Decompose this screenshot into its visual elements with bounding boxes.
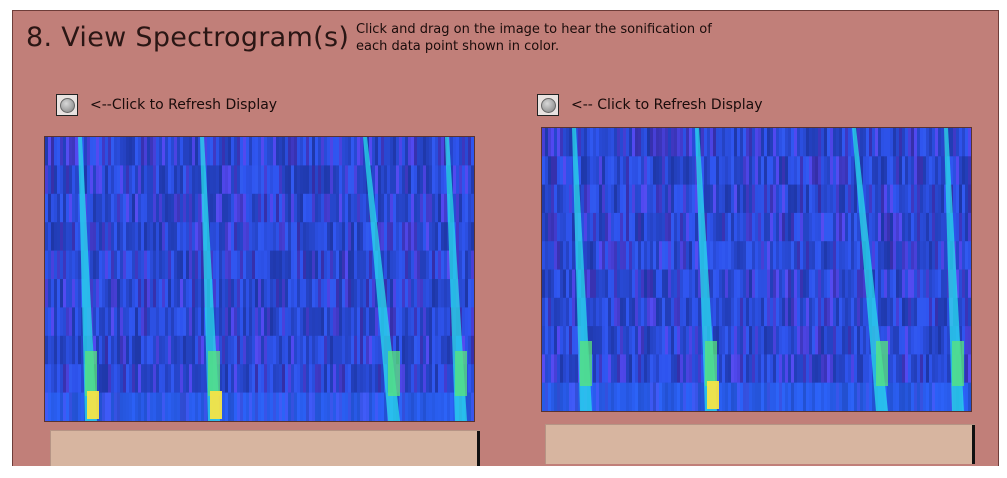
spectrogram-image-right[interactable] [541, 127, 972, 412]
refresh-label-right: <-- Click to Refresh Display [571, 97, 763, 113]
section-title: 8. View Spectrogram(s) [26, 22, 350, 53]
readout-edge-right [972, 425, 975, 464]
readout-edge-left [477, 431, 480, 470]
refresh-row-left: <--Click to Refresh Display [56, 94, 277, 116]
left-gutter [0, 0, 12, 478]
refresh-knob-icon [540, 97, 556, 113]
refresh-label-left: <--Click to Refresh Display [90, 97, 278, 113]
refresh-knob-icon [59, 97, 75, 113]
refresh-row-right: <-- Click to Refresh Display [537, 94, 763, 116]
bottom-margin [0, 466, 1007, 478]
sonification-readout-right [545, 424, 975, 464]
spectrogram-image-left[interactable] [44, 136, 475, 422]
sonification-readout-left [50, 430, 480, 470]
spectrogram-canvas-left [45, 137, 474, 421]
refresh-button-left[interactable] [56, 94, 78, 116]
refresh-button-right[interactable] [537, 94, 559, 116]
spectrogram-canvas-right [542, 128, 971, 411]
section-instructions: Click and drag on the image to hear the … [356, 22, 712, 54]
